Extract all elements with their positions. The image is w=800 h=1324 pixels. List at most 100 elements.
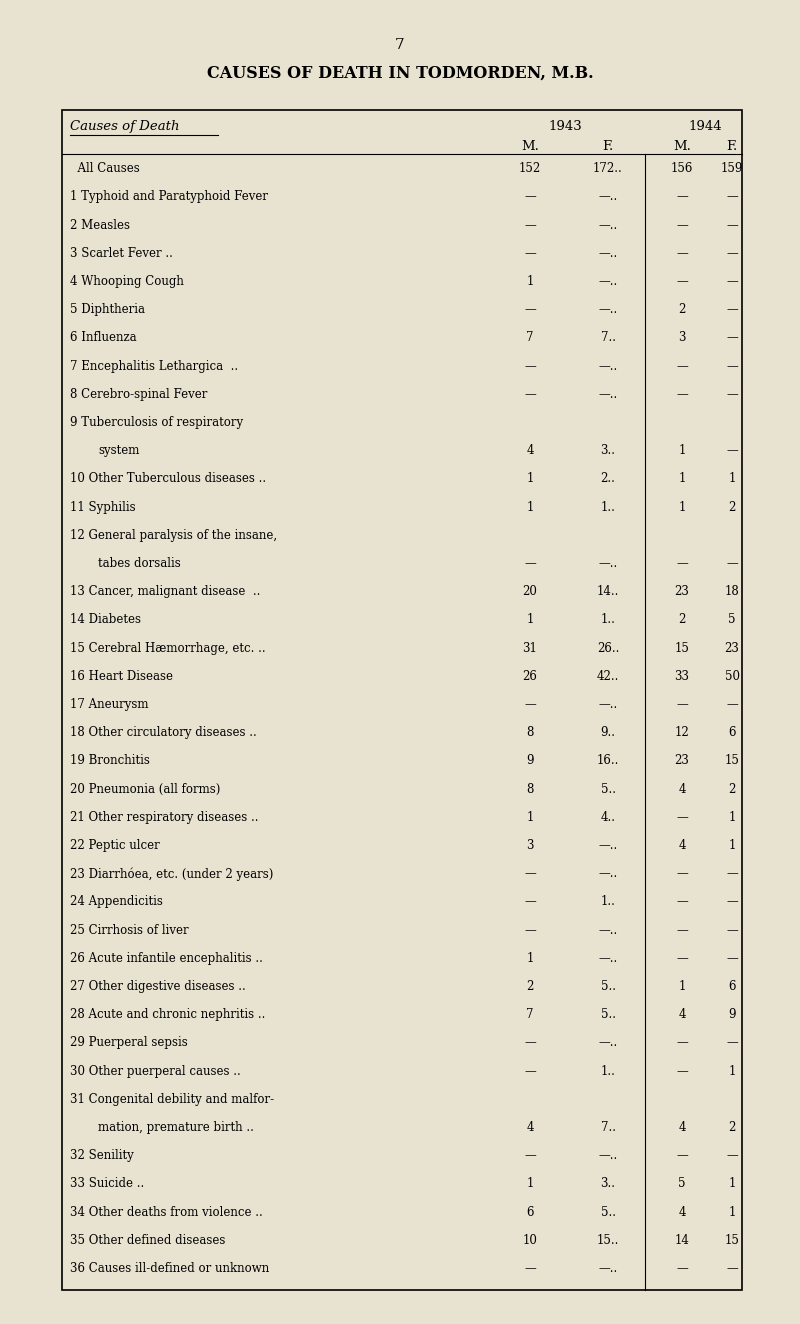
- Text: 2: 2: [678, 303, 686, 316]
- Text: 19 Bronchitis: 19 Bronchitis: [70, 755, 150, 768]
- Text: 1: 1: [728, 810, 736, 824]
- Text: 1: 1: [526, 810, 534, 824]
- Text: 10: 10: [522, 1234, 538, 1247]
- Text: 23: 23: [674, 755, 690, 768]
- Text: —: —: [676, 191, 688, 204]
- Text: 16 Heart Disease: 16 Heart Disease: [70, 670, 173, 683]
- Text: —: —: [726, 1149, 738, 1162]
- Text: 5: 5: [728, 613, 736, 626]
- Text: —: —: [676, 388, 688, 401]
- Text: 35 Other defined diseases: 35 Other defined diseases: [70, 1234, 226, 1247]
- Text: —: —: [726, 303, 738, 316]
- Text: 1: 1: [728, 1064, 736, 1078]
- Text: 1..: 1..: [601, 895, 615, 908]
- Text: 1: 1: [728, 1177, 736, 1190]
- Text: 4: 4: [526, 445, 534, 457]
- Text: —: —: [726, 218, 738, 232]
- Text: —: —: [726, 1262, 738, 1275]
- Text: 9: 9: [728, 1009, 736, 1021]
- Text: —: —: [726, 331, 738, 344]
- Text: —: —: [524, 191, 536, 204]
- Text: 6: 6: [728, 727, 736, 739]
- Text: —: —: [524, 1037, 536, 1050]
- Text: —: —: [524, 1064, 536, 1078]
- Text: 7: 7: [526, 1009, 534, 1021]
- Text: —: —: [726, 895, 738, 908]
- Text: 8 Cerebro-spinal Fever: 8 Cerebro-spinal Fever: [70, 388, 207, 401]
- Text: 7: 7: [395, 38, 405, 52]
- Text: 25 Cirrhosis of liver: 25 Cirrhosis of liver: [70, 924, 189, 936]
- Text: 4: 4: [678, 1206, 686, 1218]
- Text: 30 Other puerperal causes ..: 30 Other puerperal causes ..: [70, 1064, 241, 1078]
- Text: 1944: 1944: [688, 120, 722, 132]
- Text: 20: 20: [522, 585, 538, 598]
- Text: —: —: [524, 867, 536, 880]
- Text: 32 Senility: 32 Senility: [70, 1149, 134, 1162]
- Text: 1: 1: [526, 275, 534, 289]
- Text: 15: 15: [674, 642, 690, 654]
- Text: —..: —..: [598, 867, 618, 880]
- Text: 1: 1: [526, 613, 534, 626]
- Text: —: —: [676, 895, 688, 908]
- Text: mation, premature birth ..: mation, premature birth ..: [98, 1121, 254, 1135]
- Text: —..: —..: [598, 557, 618, 571]
- Text: 6: 6: [728, 980, 736, 993]
- Text: M.: M.: [673, 140, 691, 154]
- Text: 7..: 7..: [601, 1121, 615, 1135]
- Text: —..: —..: [598, 275, 618, 289]
- Text: 27 Other digestive diseases ..: 27 Other digestive diseases ..: [70, 980, 246, 993]
- Text: 2: 2: [526, 980, 534, 993]
- Text: 20 Pneumonia (all forms): 20 Pneumonia (all forms): [70, 782, 220, 796]
- Text: 15: 15: [725, 755, 739, 768]
- Text: 15..: 15..: [597, 1234, 619, 1247]
- Text: 159: 159: [721, 163, 743, 175]
- Text: 36 Causes ill-defined or unknown: 36 Causes ill-defined or unknown: [70, 1262, 270, 1275]
- Text: 4: 4: [678, 839, 686, 853]
- Text: 3: 3: [526, 839, 534, 853]
- Text: 1943: 1943: [548, 120, 582, 132]
- Text: 4: 4: [678, 1121, 686, 1135]
- Text: 12 General paralysis of the insane,: 12 General paralysis of the insane,: [70, 528, 277, 542]
- Text: 2: 2: [678, 613, 686, 626]
- Text: 4: 4: [678, 782, 686, 796]
- Text: —..: —..: [598, 388, 618, 401]
- Text: 1: 1: [526, 500, 534, 514]
- Text: 1..: 1..: [601, 613, 615, 626]
- Text: —: —: [524, 895, 536, 908]
- Text: 3 Scarlet Fever ..: 3 Scarlet Fever ..: [70, 246, 173, 260]
- Text: 18 Other circulatory diseases ..: 18 Other circulatory diseases ..: [70, 727, 257, 739]
- Text: 1: 1: [728, 473, 736, 486]
- Text: —: —: [726, 388, 738, 401]
- Text: 42..: 42..: [597, 670, 619, 683]
- Text: 10 Other Tuberculous diseases ..: 10 Other Tuberculous diseases ..: [70, 473, 266, 486]
- Text: —: —: [726, 867, 738, 880]
- Text: 2 Measles: 2 Measles: [70, 218, 130, 232]
- Text: 1: 1: [678, 445, 686, 457]
- Text: —..: —..: [598, 1037, 618, 1050]
- Text: 5..: 5..: [601, 980, 615, 993]
- Text: —: —: [524, 360, 536, 372]
- Text: —..: —..: [598, 303, 618, 316]
- Text: 1: 1: [678, 500, 686, 514]
- Text: 18: 18: [725, 585, 739, 598]
- Text: 8: 8: [526, 727, 534, 739]
- Text: —..: —..: [598, 1149, 618, 1162]
- Text: 8: 8: [526, 782, 534, 796]
- Text: —: —: [676, 952, 688, 965]
- Text: 156: 156: [671, 163, 693, 175]
- Text: —: —: [524, 303, 536, 316]
- Text: 5..: 5..: [601, 1206, 615, 1218]
- Text: 1: 1: [526, 473, 534, 486]
- Text: 5: 5: [678, 1177, 686, 1190]
- Text: —: —: [676, 1262, 688, 1275]
- Text: 26: 26: [522, 670, 538, 683]
- Text: 1: 1: [728, 839, 736, 853]
- Text: F.: F.: [726, 140, 738, 154]
- Text: —: —: [524, 557, 536, 571]
- Text: 152: 152: [519, 163, 541, 175]
- Text: 12: 12: [674, 727, 690, 739]
- Text: —: —: [726, 1037, 738, 1050]
- Text: 1..: 1..: [601, 500, 615, 514]
- Text: 1 Typhoid and Paratyphoid Fever: 1 Typhoid and Paratyphoid Fever: [70, 191, 268, 204]
- Text: 4: 4: [678, 1009, 686, 1021]
